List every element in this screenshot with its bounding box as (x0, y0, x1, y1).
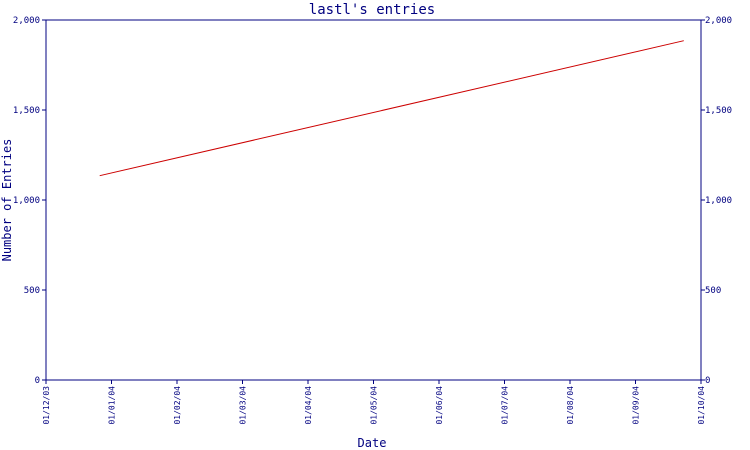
x-axis-label: Date (358, 436, 387, 450)
y-tick-label-right: 500 (705, 286, 721, 296)
chart-title: lastl's entries (309, 2, 435, 18)
x-tick-label: 01/03/04 (239, 386, 248, 425)
plot-frame (45, 19, 702, 381)
x-tick-label: 01/07/04 (501, 386, 510, 425)
x-tick-label: 01/06/04 (435, 386, 444, 425)
y-tick-label-right: 1,000 (705, 196, 732, 206)
x-ticks: 01/12/03 01/01/04 01/02/04 01/03/04 01/04/04… (42, 380, 706, 425)
x-tick-label: 01/12/03 (42, 386, 51, 425)
y-tick-label-right: 2,000 (705, 16, 732, 26)
x-tick-label: 01/04/04 (304, 386, 313, 425)
x-tick-label: 01/10/04 (697, 386, 706, 425)
y-axis-label: Number of Entries (0, 139, 14, 262)
series-line (99, 40, 684, 177)
x-tick-label: 01/09/04 (632, 386, 641, 425)
y-tick-label-left: 2,000 (13, 16, 40, 26)
x-tick-label: 01/02/04 (173, 386, 182, 425)
x-tick-label: 01/08/04 (566, 386, 575, 425)
y-tick-label-left: 1,000 (13, 196, 40, 206)
x-tick-label: 01/01/04 (108, 386, 117, 425)
y-tick-label-right: 1,500 (705, 106, 732, 116)
x-tick-label: 01/05/04 (370, 386, 379, 425)
y-tick-label-left: 500 (24, 286, 40, 296)
series-layer (99, 40, 684, 177)
y-tick-label-right: 0 (705, 376, 710, 386)
y-tick-label-left: 1,500 (13, 106, 40, 116)
y-ticks-left: 0 500 1,000 1,500 2,000 (13, 16, 46, 386)
y-tick-label-left: 0 (35, 376, 40, 386)
y-ticks-right: 0 500 1,000 1,500 2,000 (701, 16, 732, 386)
